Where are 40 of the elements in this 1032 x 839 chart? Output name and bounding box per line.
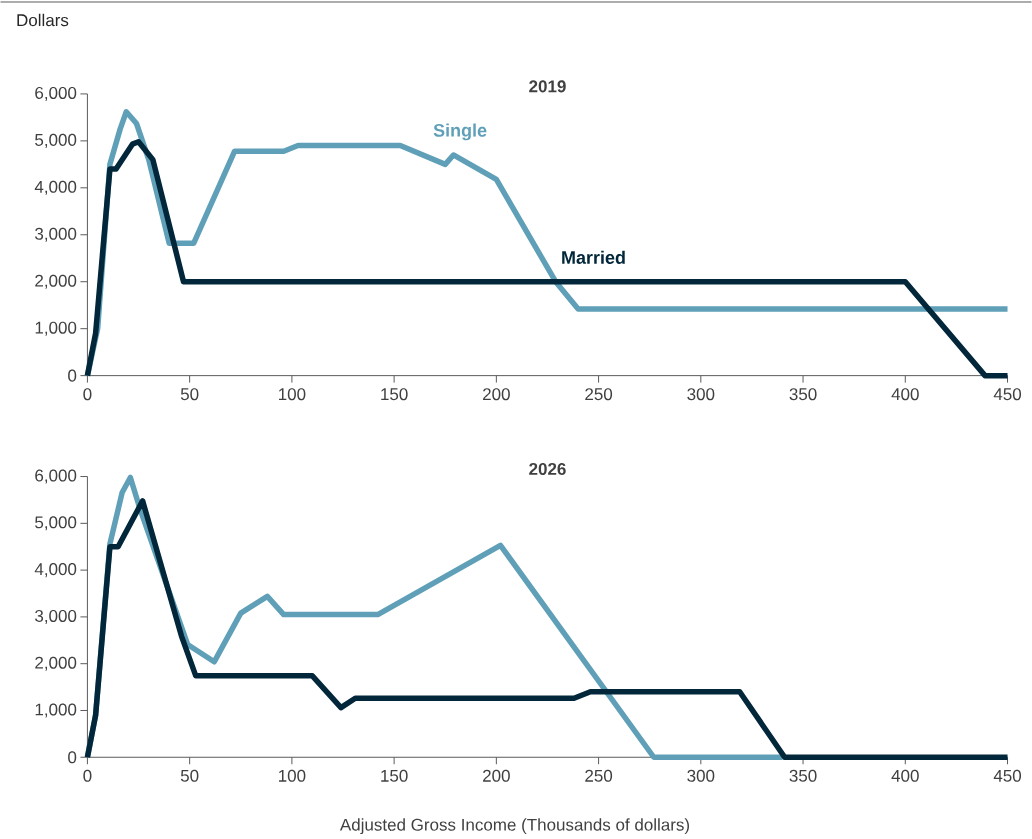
y-tick-label: 1,000 xyxy=(35,703,77,718)
x-tick-label: 300 xyxy=(687,769,715,782)
x-tick-label: 50 xyxy=(180,769,199,782)
series-label: Married xyxy=(562,250,625,264)
y-tick-label: 5,000 xyxy=(35,133,77,148)
x-tick-label: 100 xyxy=(279,769,306,782)
x-tick-label: 0 xyxy=(83,388,92,401)
x-tick-label: 350 xyxy=(789,388,817,401)
x-tick-label: 350 xyxy=(789,769,817,782)
y-tick-label: 2,000 xyxy=(35,656,77,671)
x-tick-label: 300 xyxy=(687,388,715,401)
y-tick-label: 6,000 xyxy=(35,469,77,484)
x-tick-label: 450 xyxy=(993,769,1022,782)
y-tick-label: 4,000 xyxy=(34,180,77,195)
x-tick-label: 450 xyxy=(993,388,1022,401)
x-tick-label: 250 xyxy=(585,769,613,782)
x-tick-label: 200 xyxy=(483,388,510,401)
x-tick-label: 200 xyxy=(483,769,510,782)
y-tick-label: 6,000 xyxy=(35,86,77,101)
x-tick-label: 100 xyxy=(279,388,306,401)
x-tick-label: 400 xyxy=(891,388,919,401)
x-axis-title: Adjusted Gross Income (Thousands of dollars) xyxy=(339,818,690,835)
x-tick-label: 50 xyxy=(180,388,199,401)
y-tick-label: 3,000 xyxy=(35,227,77,242)
series-label: Single xyxy=(433,123,487,141)
x-tick-label: 150 xyxy=(381,388,408,401)
x-tick-label: 400 xyxy=(891,769,919,782)
y-tick-label: 5,000 xyxy=(35,516,77,531)
y-tick-label: 0 xyxy=(68,751,77,764)
y-tick-label: 2,000 xyxy=(35,274,77,289)
y-tick-label: 1,000 xyxy=(35,321,77,336)
y-axis-title: Dollars xyxy=(17,13,69,27)
y-tick-label: 4,000 xyxy=(34,563,77,578)
chart-title: 2026 xyxy=(529,462,566,475)
x-tick-label: 0 xyxy=(83,769,92,782)
y-tick-label: 3,000 xyxy=(35,609,77,624)
y-tick-label: 0 xyxy=(68,369,77,382)
x-tick-label: 250 xyxy=(585,388,613,401)
chart-title: 2019 xyxy=(529,80,566,93)
x-tick-label: 150 xyxy=(381,769,408,782)
